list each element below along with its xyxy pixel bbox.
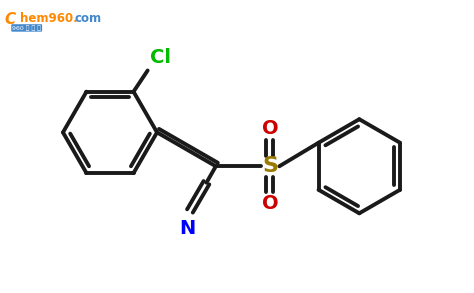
Text: Cl: Cl [150,48,171,67]
Text: hem960.: hem960. [20,13,77,25]
Text: O: O [262,194,278,213]
Text: N: N [180,219,196,239]
Text: O: O [262,119,278,138]
Text: C: C [4,13,16,28]
Text: 960 化 工 网: 960 化 工 网 [12,25,41,31]
Text: S: S [262,156,278,176]
Text: com: com [75,13,102,25]
